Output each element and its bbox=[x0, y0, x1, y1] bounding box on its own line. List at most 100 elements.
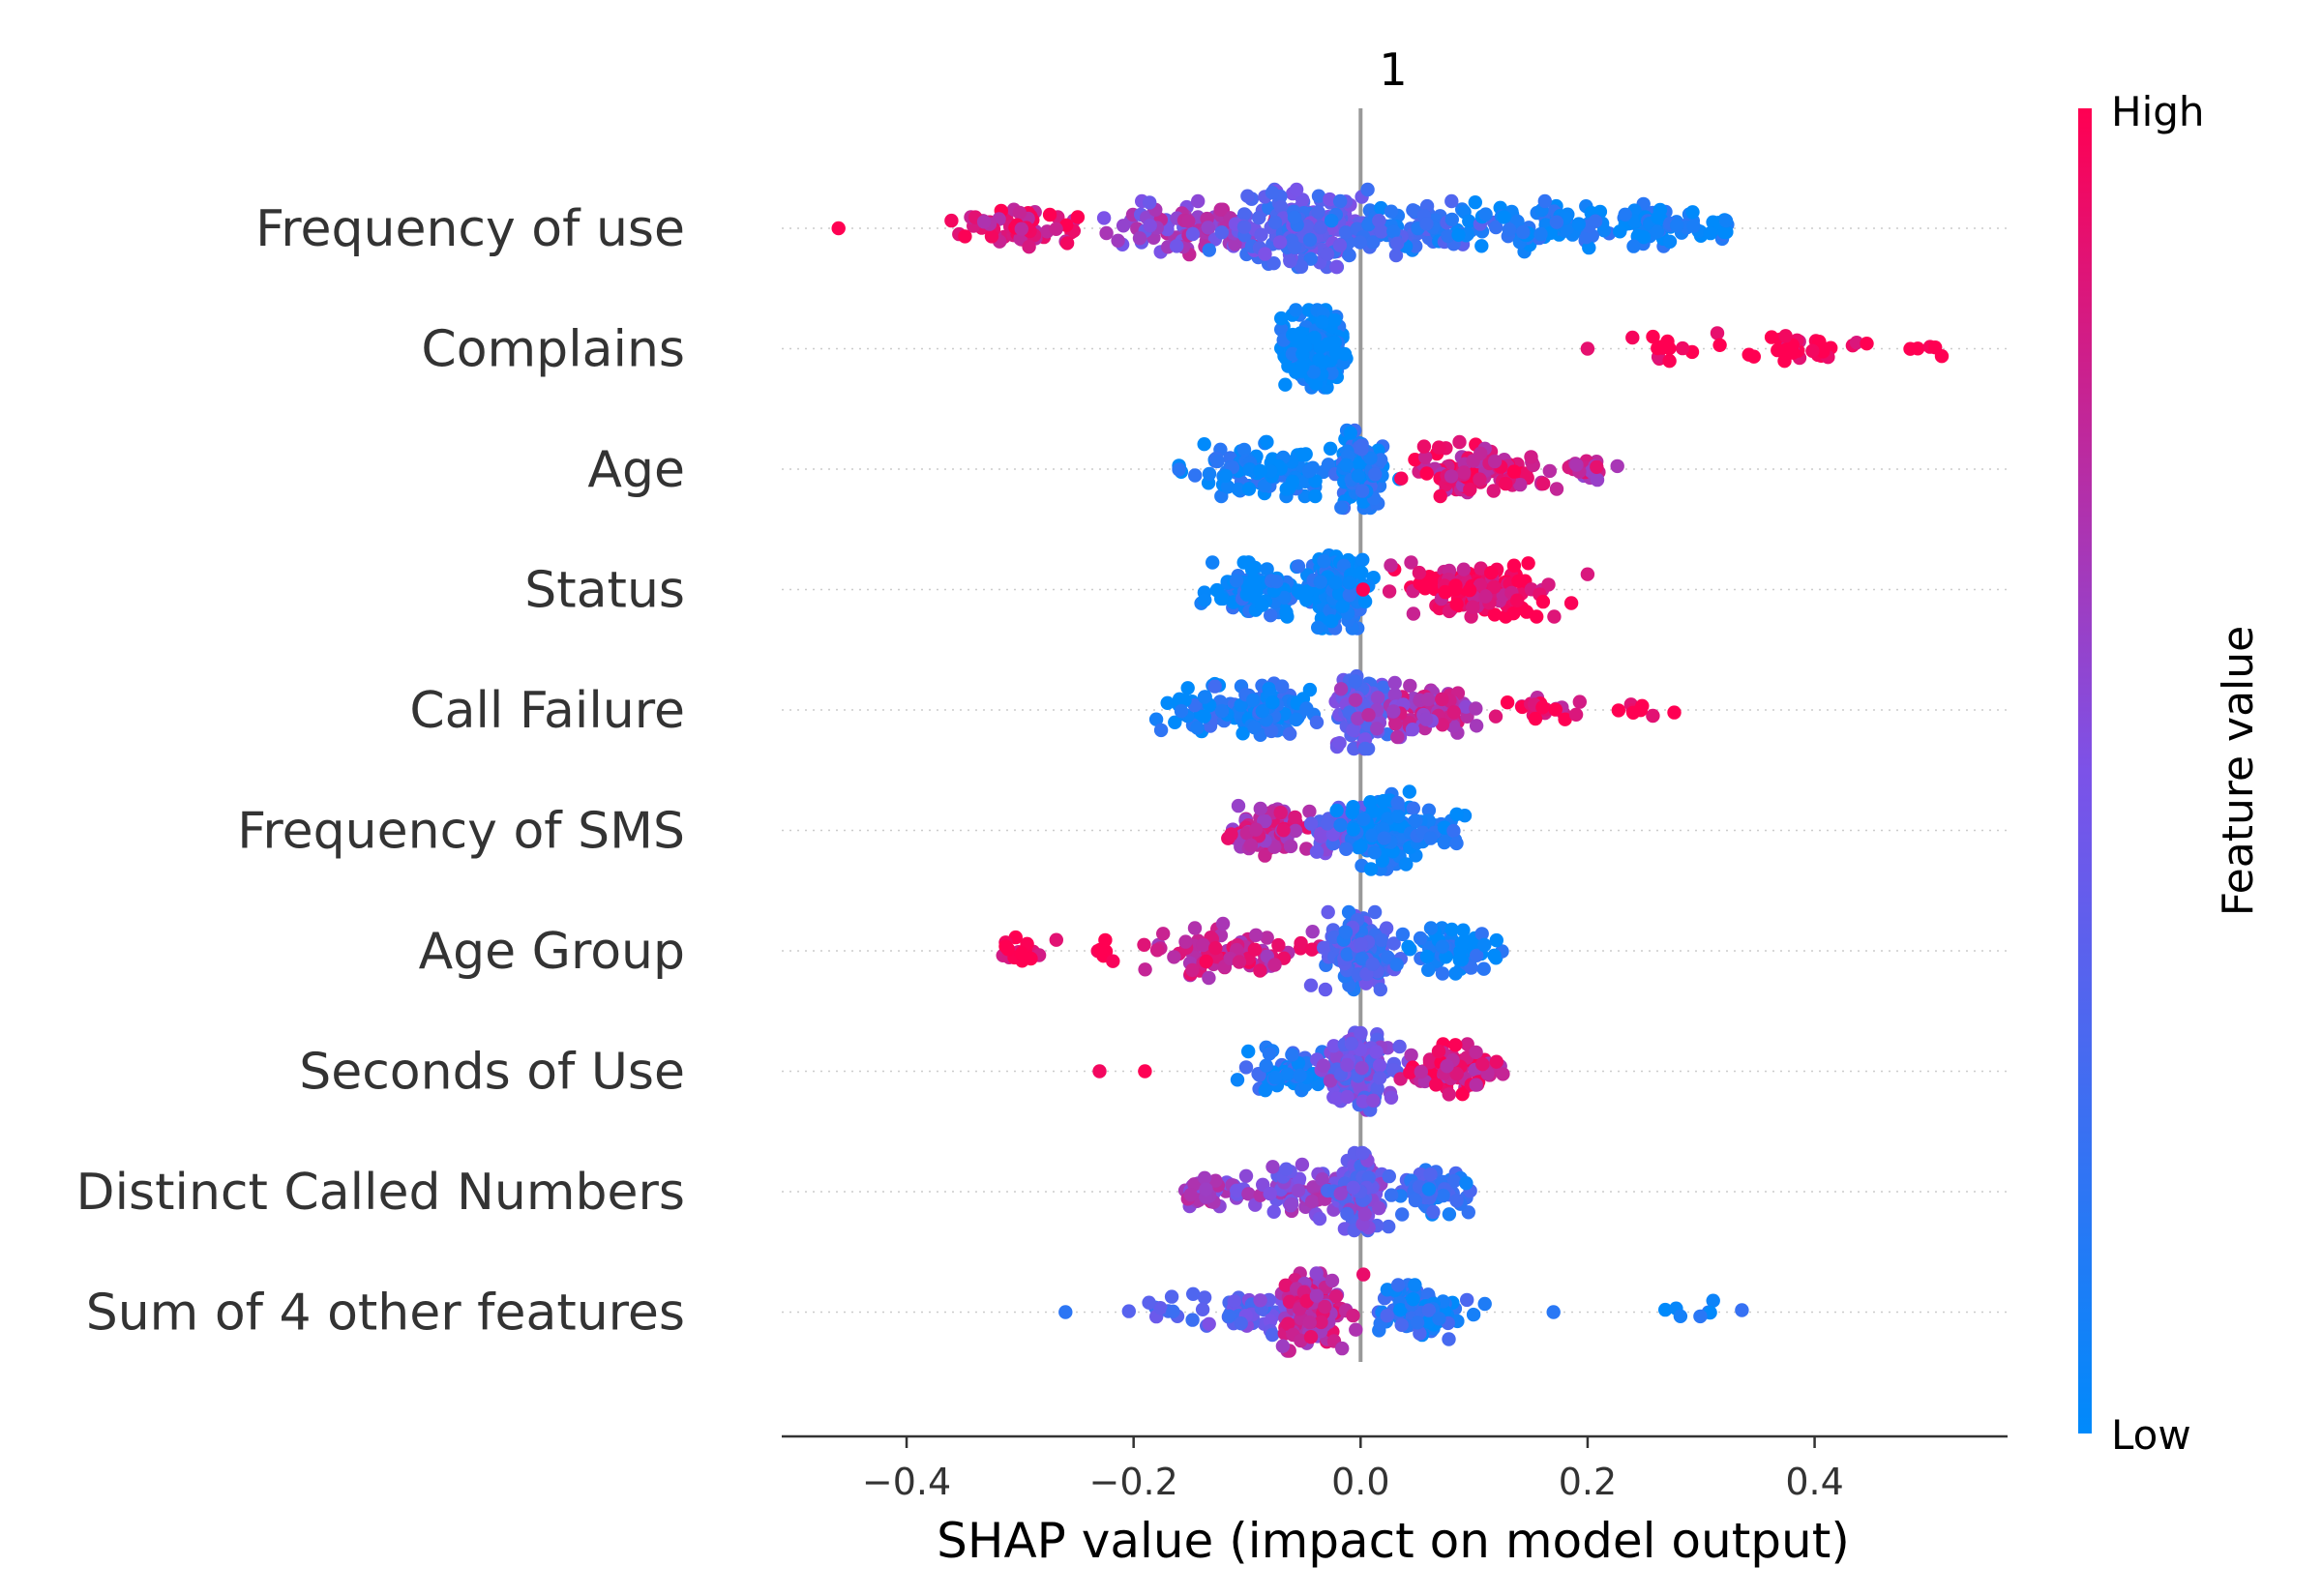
shap-point bbox=[1435, 692, 1449, 707]
shap-point bbox=[1489, 1054, 1504, 1069]
shap-point bbox=[1546, 1305, 1561, 1319]
shap-point bbox=[1457, 465, 1472, 480]
shap-point bbox=[1437, 835, 1452, 850]
shap-point bbox=[1333, 817, 1348, 833]
shap-point bbox=[1305, 460, 1321, 475]
shap-point bbox=[1521, 556, 1535, 571]
shap-point bbox=[1260, 434, 1274, 450]
shap-point bbox=[1442, 1207, 1457, 1222]
x-axis-title: SHAP value (impact on model output) bbox=[937, 1513, 1850, 1569]
shap-point bbox=[1410, 1315, 1425, 1330]
shap-point bbox=[1252, 210, 1266, 225]
shap-point bbox=[1242, 462, 1257, 477]
shap-point bbox=[1429, 1078, 1444, 1092]
shap-point bbox=[1143, 219, 1157, 233]
shap-point bbox=[1365, 957, 1380, 971]
shap-point bbox=[1355, 1145, 1370, 1161]
shap-point bbox=[1382, 584, 1397, 599]
shap-point bbox=[1235, 726, 1250, 741]
shap-point bbox=[1228, 237, 1242, 251]
shap-point bbox=[1474, 927, 1489, 941]
shap-point bbox=[1306, 365, 1322, 379]
feature-point-group bbox=[1092, 1025, 1510, 1117]
feature-point-group bbox=[1177, 1145, 1477, 1238]
shap-point bbox=[1014, 222, 1029, 236]
shap-point bbox=[1805, 343, 1820, 358]
shap-point bbox=[1352, 457, 1366, 471]
shap-point bbox=[1372, 1200, 1386, 1216]
shap-point bbox=[1395, 927, 1411, 942]
shap-point bbox=[1670, 218, 1684, 233]
shap-point bbox=[1092, 942, 1108, 958]
shap-point bbox=[1000, 941, 1016, 957]
shap-point bbox=[1220, 480, 1235, 494]
shap-point bbox=[1365, 235, 1381, 250]
shap-point bbox=[1253, 1293, 1267, 1308]
shap-point bbox=[1295, 1157, 1310, 1172]
shap-point bbox=[1588, 214, 1603, 228]
shap-point bbox=[1368, 467, 1383, 482]
shap-point bbox=[1469, 1045, 1483, 1060]
shap-point bbox=[1329, 259, 1344, 275]
shap-point bbox=[1153, 723, 1169, 738]
shap-point bbox=[1246, 693, 1261, 708]
shap-point bbox=[1506, 464, 1522, 479]
shap-point bbox=[1568, 707, 1584, 722]
shap-point bbox=[1374, 453, 1388, 467]
shap-point bbox=[1582, 240, 1596, 255]
shap-point bbox=[1349, 1322, 1363, 1337]
shap-point bbox=[1354, 937, 1368, 952]
shap-point bbox=[1386, 936, 1401, 951]
shap-point bbox=[1535, 594, 1551, 609]
shap-point bbox=[1258, 813, 1272, 829]
shap-point bbox=[1502, 222, 1517, 237]
shap-point bbox=[1342, 248, 1356, 263]
shap-point bbox=[1329, 1091, 1345, 1106]
shap-point bbox=[1497, 210, 1511, 224]
shap-point bbox=[1195, 1302, 1210, 1317]
shap-point bbox=[1346, 1180, 1361, 1196]
shap-point bbox=[1444, 922, 1459, 937]
shap-point bbox=[1409, 813, 1423, 828]
shap-point bbox=[1413, 1326, 1427, 1341]
shap-point bbox=[1339, 458, 1354, 472]
shap-point bbox=[1446, 705, 1462, 720]
shap-point bbox=[1416, 439, 1432, 454]
shap-point bbox=[1190, 721, 1205, 735]
shap-point bbox=[1716, 224, 1732, 240]
chart-title: 1 bbox=[1379, 44, 1407, 96]
shap-point bbox=[1332, 238, 1348, 252]
shap-point bbox=[1022, 240, 1036, 254]
shap-point bbox=[1156, 927, 1171, 941]
shap-point bbox=[1283, 839, 1298, 854]
shap-point bbox=[1373, 982, 1388, 997]
shap-point bbox=[1258, 848, 1272, 863]
shap-point bbox=[1611, 703, 1626, 718]
shap-point bbox=[1435, 939, 1450, 954]
shap-point bbox=[1181, 214, 1196, 228]
shap-point bbox=[1459, 1176, 1474, 1191]
shap-point bbox=[1185, 226, 1201, 242]
shap-point bbox=[1278, 1278, 1294, 1293]
shap-point bbox=[1196, 937, 1210, 953]
shap-point bbox=[1650, 224, 1665, 239]
shap-point bbox=[1470, 948, 1484, 962]
shap-point bbox=[1280, 1067, 1295, 1081]
shap-point bbox=[1569, 458, 1584, 472]
shap-point bbox=[1309, 844, 1325, 859]
feature-label: Frequency of use bbox=[255, 200, 685, 258]
shap-point bbox=[1329, 1049, 1344, 1065]
shap-point bbox=[1478, 589, 1493, 604]
shap-point bbox=[1164, 1289, 1179, 1304]
shap-point bbox=[1406, 1292, 1420, 1307]
shap-point bbox=[1571, 217, 1587, 231]
shap-point bbox=[1354, 442, 1369, 457]
shap-point bbox=[1243, 838, 1259, 853]
shap-point bbox=[1344, 1036, 1359, 1051]
shap-point bbox=[1259, 1058, 1273, 1073]
shap-point bbox=[1537, 193, 1553, 209]
shap-point bbox=[1314, 1315, 1328, 1330]
shap-point bbox=[1298, 447, 1313, 461]
shap-point bbox=[1448, 1038, 1463, 1052]
shap-point bbox=[1536, 476, 1551, 491]
